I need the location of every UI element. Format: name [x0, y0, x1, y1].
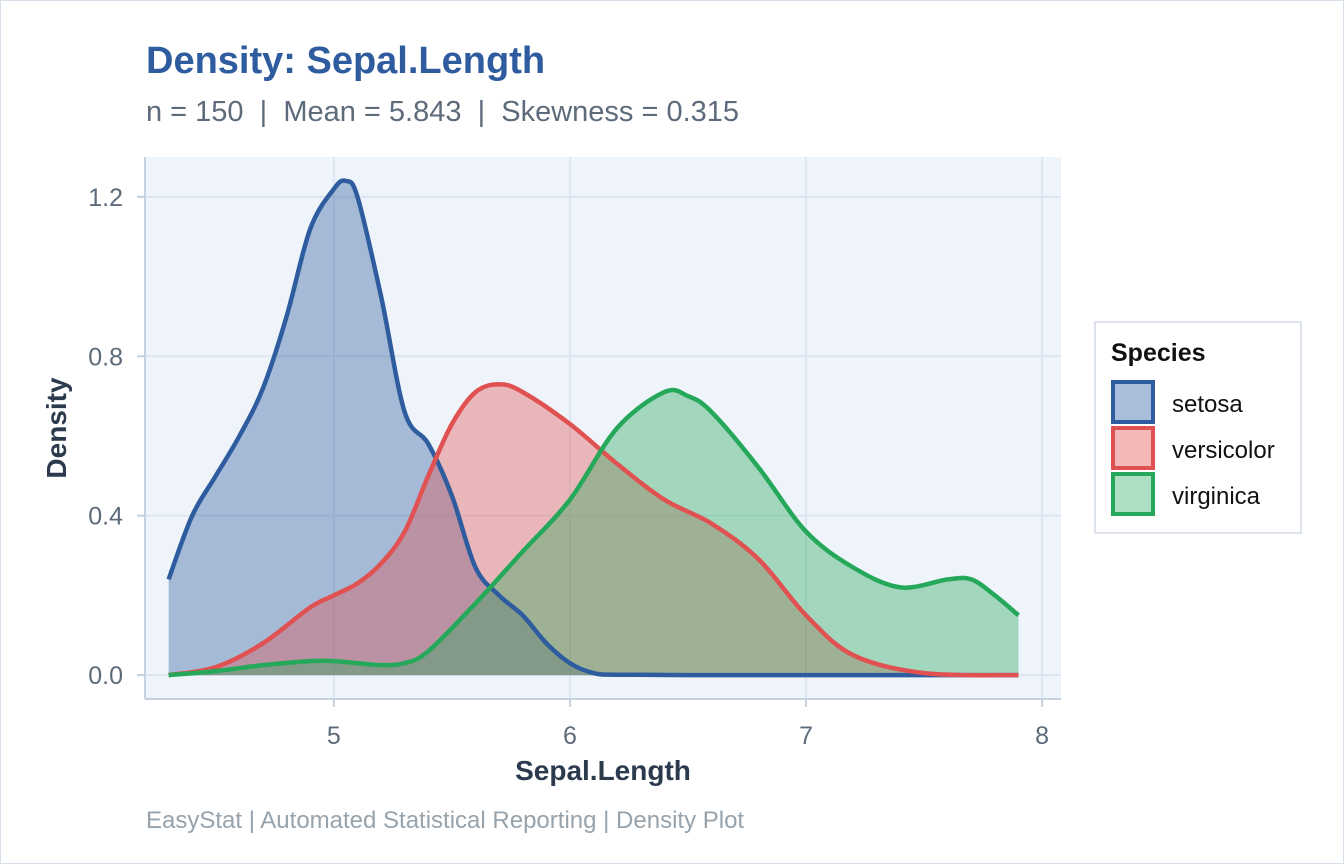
- x-tick-label: 7: [799, 722, 813, 750]
- plot-panel: [145, 157, 1061, 699]
- y-tick-label: 1.2: [88, 184, 123, 212]
- x-tick-label: 5: [327, 722, 341, 750]
- legend-label-virginica: virginica: [1172, 483, 1261, 510]
- chart-subtitle: n = 150 | Mean = 5.843 | Skewness = 0.31…: [146, 96, 739, 128]
- y-axis-title: Density: [41, 377, 72, 479]
- density-area-virginica: [168, 389, 1019, 676]
- legend-title: Species: [1111, 339, 1206, 367]
- axes: [144, 157, 1061, 700]
- legend-label-setosa: setosa: [1172, 391, 1243, 418]
- x-tick-label: 8: [1035, 722, 1049, 750]
- x-axis-title: Sepal.Length: [515, 755, 691, 786]
- y-tick-label: 0.4: [88, 503, 123, 531]
- y-tick-label: 0.8: [88, 343, 123, 371]
- legend-key-versicolor: [1111, 426, 1155, 470]
- y-tick-label: 0.0: [88, 662, 123, 690]
- ticks: 0.0 0.4 0.8 1.2 5 6 7 8: [88, 184, 1049, 750]
- legend: Species setosa versicolor virginica: [1094, 321, 1302, 534]
- grid: [145, 157, 1061, 699]
- chart-title: Density: Sepal.Length: [146, 40, 545, 82]
- x-tick-label: 6: [563, 722, 577, 750]
- legend-key-setosa: [1111, 380, 1155, 424]
- legend-label-versicolor: versicolor: [1172, 437, 1275, 464]
- density-line-virginica: [168, 387, 1020, 678]
- density-lines: [166, 178, 1020, 678]
- density-line-versicolor: [168, 381, 1019, 678]
- chart-caption: EasyStat | Automated Statistical Reporti…: [146, 807, 744, 834]
- density-area-versicolor: [168, 384, 1019, 676]
- legend-key-virginica: [1111, 472, 1155, 516]
- density-line-setosa: [166, 178, 1019, 678]
